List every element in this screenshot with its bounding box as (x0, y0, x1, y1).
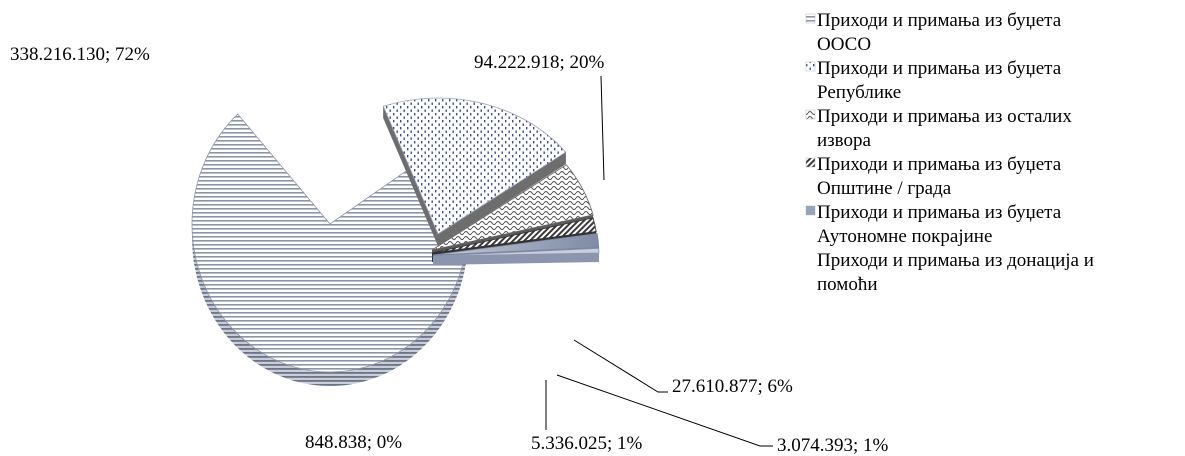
legend-ap-marker (805, 205, 816, 216)
label-opstina-grad-leader (556, 374, 773, 447)
legend-ap-text-2: Аутономне покрајине (817, 226, 992, 247)
pie-slices (191, 97, 600, 387)
slice-donacije (432, 247, 600, 265)
slice-republika-edge-a (438, 152, 566, 246)
legend-ap: Приходи и примања из буџета Аутономне пок… (805, 202, 1062, 247)
slice-ooso (191, 113, 469, 387)
label-ooso: 338.216.130; 72% (10, 44, 150, 65)
slice-ap-top (432, 233, 600, 256)
slice-republika (382, 97, 567, 246)
legend-republika: Приходи и примања из буџета Републике (805, 58, 1062, 103)
legend-ooso-text-1: Приходи и примања из буџета (817, 10, 1062, 31)
legend-ostali-izvori-marker (805, 109, 816, 120)
slice-opstina-grad-top (431, 217, 597, 254)
legend-opstina-grad-text-1: Приходи и примања из буџета (817, 154, 1062, 175)
legend-ooso: Приходи и примања из буџета ООСО (805, 10, 1062, 55)
legend-republika-text-2: Републике (817, 82, 901, 103)
legend-ooso-text-2: ООСО (817, 34, 871, 55)
legend-donacije-text-1: Приходи и примања из донација и (817, 250, 1094, 271)
slice-ostali-izvori-top (431, 164, 594, 251)
label-ostali-izvori-leader (573, 339, 668, 393)
label-opstina-grad: 3.074.393; 1% (777, 435, 889, 456)
legend-donacije: Приходи и примања из донација и помоћи (817, 250, 1094, 295)
leader-lines (545, 75, 773, 447)
label-ap: 5.336.025; 1% (531, 433, 643, 454)
legend-ostali-izvori: Приходи и примања из осталих извора (805, 106, 1072, 151)
slice-republika-top (382, 97, 567, 235)
slice-republika-edge-b (383, 106, 438, 246)
label-donacije: 848.838; 0% (305, 432, 402, 453)
label-republika: 94.222.918; 20% (474, 52, 605, 73)
legend-opstina-grad-text-2: Општине / града (817, 178, 952, 199)
legend-ap-text-1: Приходи и примања из буџета (817, 202, 1062, 223)
legend-ostali-izvori-text-1: Приходи и примања из осталих (817, 106, 1072, 127)
legend-opstina-grad-marker (805, 157, 816, 168)
label-republika-leader (600, 75, 605, 181)
legend-donacije-text-2: помоћи (817, 274, 878, 295)
legend-ooso-marker (805, 13, 816, 24)
legend-opstina-grad: Приходи и примања из буџета Општине / гра… (805, 154, 1062, 199)
data-labels: 338.216.130; 72% 94.222.918; 20% 27.610.87… (10, 44, 889, 456)
legend-republika-text-1: Приходи и примања из буџета (817, 58, 1062, 79)
legend-republika-marker (805, 61, 816, 72)
slice-donacije-top (432, 247, 600, 257)
legend-ostali-izvori-text-2: извора (817, 130, 872, 151)
label-ostali-izvori: 27.610.877; 6% (672, 376, 793, 397)
